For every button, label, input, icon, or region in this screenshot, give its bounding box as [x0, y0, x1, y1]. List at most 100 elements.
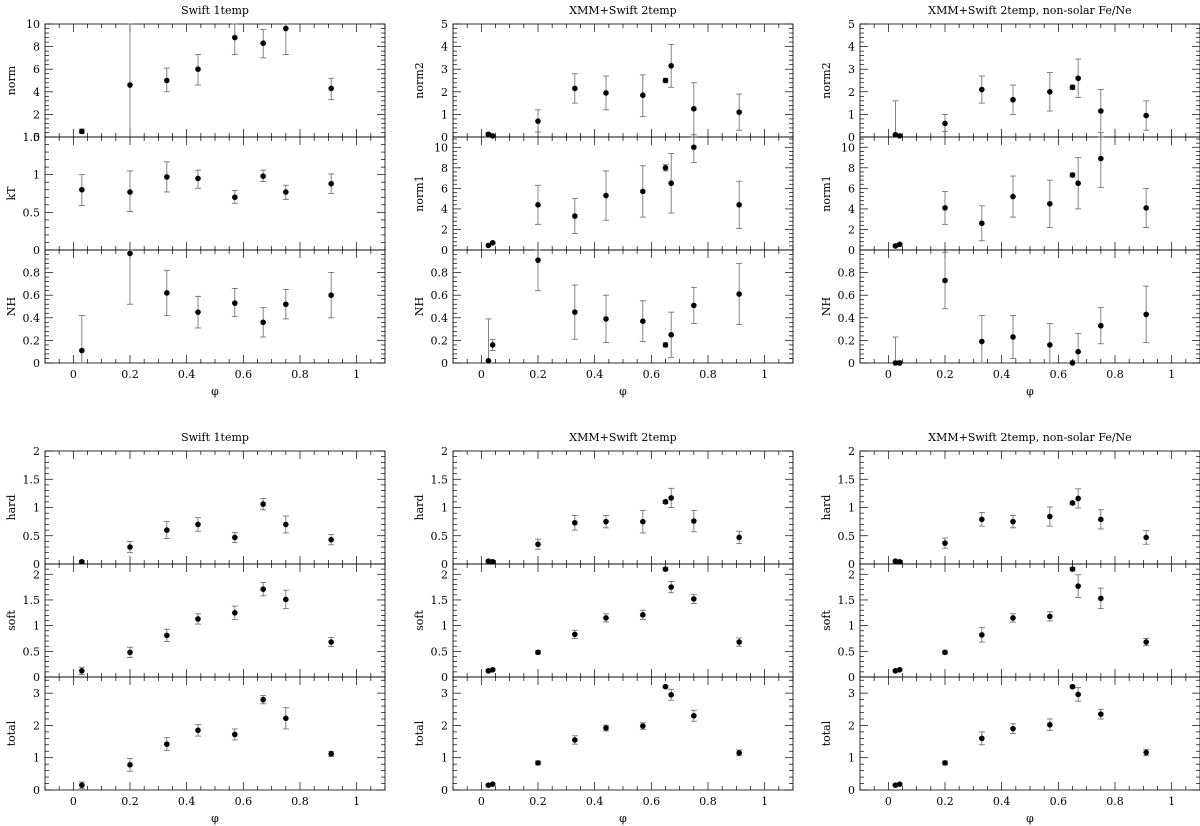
data-point — [260, 40, 266, 47]
data-point — [736, 109, 742, 115]
y-axis-label: total — [820, 720, 833, 746]
data-point — [979, 86, 985, 93]
data-point — [283, 715, 289, 722]
data-point-group — [896, 558, 903, 565]
data-point — [1143, 749, 1149, 756]
data-point-group — [1046, 323, 1053, 364]
data-point-group — [1046, 611, 1053, 622]
panel-soft: 0 0.5 1 1.5 2 soft — [5, 563, 386, 684]
data-point — [1069, 84, 1076, 91]
data-point-group — [1010, 723, 1016, 734]
chart-title: XMM+Swift 2temp — [569, 4, 676, 17]
x-tick-label: 1 — [1168, 795, 1175, 808]
data-point-group — [896, 781, 903, 787]
data-point — [603, 316, 609, 322]
y-tick-label: 4 — [848, 203, 855, 216]
y-tick-label: 2 — [441, 445, 448, 458]
y-tick-label: 1 — [441, 620, 448, 633]
data-point-group — [603, 75, 609, 111]
panel-soft: 0 0.5 1 1.5 2 soft — [413, 563, 794, 684]
data-point-group — [1069, 500, 1076, 506]
y-tick-label: 0 — [441, 244, 448, 257]
data-point-group — [662, 566, 669, 572]
data-point — [640, 723, 646, 729]
data-point-group — [195, 169, 201, 189]
data-point-group — [1075, 687, 1082, 702]
x-tick-label: 0.6 — [643, 795, 661, 808]
data-point — [603, 615, 609, 621]
data-point — [640, 92, 646, 98]
x-tick-label: 0 — [70, 368, 77, 381]
data-point — [979, 516, 985, 523]
y-tick-label: 6 — [441, 182, 448, 195]
panel-norm: 0 2 4 6 8 10 norm — [5, 18, 386, 144]
data-point — [1098, 108, 1104, 114]
data-point — [942, 649, 948, 656]
data-point-group — [736, 263, 743, 325]
data-point-group — [1143, 530, 1150, 545]
chart-5: XMM+Swift 2temp 0 0.5 1 1.5 2 hard 0 0.5 1 1.5 2 sof… — [413, 431, 794, 825]
y-tick-label: 0.6 — [838, 289, 856, 302]
y-tick-label: 10 — [841, 141, 855, 154]
data-point — [1143, 205, 1149, 211]
x-tick-label: 0.2 — [121, 368, 139, 381]
x-tick-label: 0.4 — [586, 795, 604, 808]
data-point — [1098, 155, 1104, 162]
data-point-group — [896, 241, 903, 248]
data-point-group — [195, 724, 201, 737]
y-tick-label: 2 — [441, 719, 448, 732]
data-point — [668, 63, 674, 69]
data-point-group — [231, 190, 238, 204]
panel-frame — [859, 136, 1200, 251]
x-tick-label: 0.2 — [936, 795, 954, 808]
y-tick-label: 0 — [441, 357, 448, 370]
y-tick-label: 0 — [441, 784, 448, 797]
data-point-group — [127, 646, 133, 658]
data-point — [640, 612, 646, 618]
y-axis-label: NH — [5, 297, 18, 316]
data-point-group — [1010, 613, 1016, 623]
data-point — [232, 34, 238, 41]
chart-title: XMM+Swift 2temp — [569, 431, 676, 444]
data-point-group — [736, 180, 743, 229]
y-axis-label: NH — [820, 297, 833, 316]
data-point — [232, 731, 238, 738]
data-point — [1069, 683, 1076, 690]
x-tick-label: 1 — [353, 795, 360, 808]
data-point-group — [662, 499, 669, 505]
y-tick-label: 1 — [848, 502, 855, 515]
data-point-group — [1069, 172, 1076, 178]
data-point — [79, 668, 85, 674]
data-point — [572, 519, 578, 526]
y-tick-label: 1.5 — [838, 473, 856, 486]
data-point-group — [1069, 683, 1076, 690]
panel-soft: 0 0.5 1 1.5 2 soft — [820, 563, 1200, 684]
data-point-group — [489, 338, 496, 351]
data-point — [328, 751, 334, 757]
y-tick-label: 0.4 — [23, 312, 41, 325]
data-point — [942, 205, 948, 211]
y-tick-label: 2 — [441, 86, 448, 99]
x-axis-label: φ — [619, 812, 627, 825]
data-point-group — [571, 735, 578, 745]
data-point — [691, 105, 697, 112]
y-tick-label: 0.6 — [23, 289, 41, 302]
data-point-group — [662, 164, 669, 172]
x-axis-label: φ — [1026, 812, 1034, 825]
data-point — [485, 357, 492, 364]
data-point — [1047, 613, 1053, 620]
data-point — [1098, 322, 1104, 329]
data-point-group — [282, 184, 289, 200]
data-point-group — [892, 782, 899, 788]
y-tick-label: 0 — [848, 244, 855, 257]
x-axis-label: φ — [211, 812, 219, 825]
y-tick-label: 3 — [848, 687, 855, 700]
data-point-group — [1097, 307, 1104, 345]
x-tick-label: 0.8 — [291, 795, 309, 808]
data-point-group — [639, 609, 646, 620]
data-point — [572, 309, 578, 315]
y-tick-label: 1 — [848, 752, 855, 765]
chart-3: XMM+Swift 2temp, non-solar Fe/Ne 0 1 2 3 4 5 no… — [820, 4, 1200, 398]
y-tick-label: 2 — [33, 568, 40, 581]
y-tick-label: 2 — [33, 445, 40, 458]
